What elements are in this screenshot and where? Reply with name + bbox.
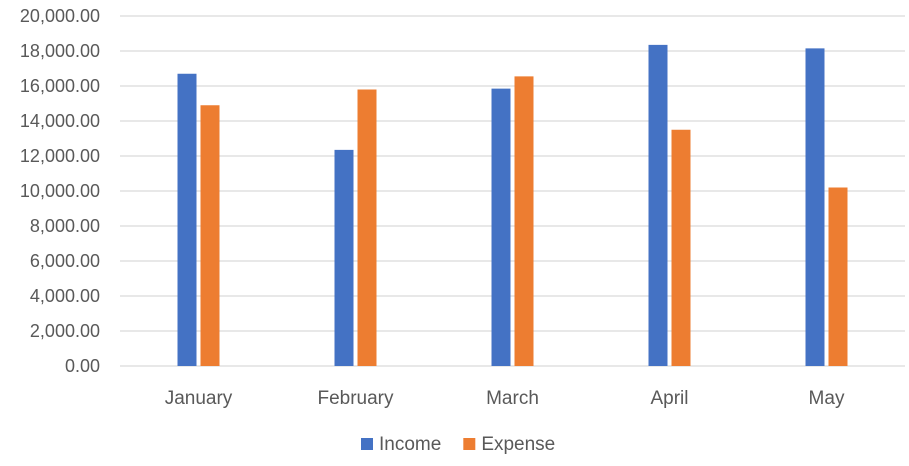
legend-swatch-expense xyxy=(463,438,476,450)
bars xyxy=(177,44,848,366)
y-tick-label: 2,000.00 xyxy=(30,321,100,341)
legend-label-income: Income xyxy=(379,434,441,455)
y-tick-label: 10,000.00 xyxy=(20,181,100,201)
bar-expense-may xyxy=(828,187,848,366)
bar-expense-january xyxy=(200,105,220,366)
y-tick-label: 8,000.00 xyxy=(30,216,100,236)
y-tick-label: 20,000.00 xyxy=(20,6,100,26)
y-tick-label: 6,000.00 xyxy=(30,251,100,271)
bar-expense-april xyxy=(671,129,691,366)
bar-income-april xyxy=(648,44,668,366)
y-tick-label: 18,000.00 xyxy=(20,41,100,61)
x-category-label: February xyxy=(317,388,394,409)
x-category-label: January xyxy=(165,388,233,409)
y-tick-label: 14,000.00 xyxy=(20,111,100,131)
legend-swatch-income xyxy=(361,438,373,450)
y-tick-label: 16,000.00 xyxy=(20,76,100,96)
y-tick-label: 4,000.00 xyxy=(30,286,100,306)
bar-expense-february xyxy=(357,89,377,366)
bar-income-march xyxy=(491,88,511,366)
legend: Income Expense xyxy=(361,434,555,455)
bar-expense-march xyxy=(514,76,534,366)
y-axis-tick-labels: 0.00 2,000.00 4,000.00 6,000.00 8,000.00 10,0… xyxy=(20,6,100,376)
y-tick-label: 12,000.00 xyxy=(20,146,100,166)
bar-income-february xyxy=(334,149,354,366)
legend-label-expense: Expense xyxy=(481,434,555,455)
bar-income-may xyxy=(805,48,825,366)
gridlines xyxy=(120,15,905,367)
bar-income-january xyxy=(177,73,197,366)
x-category-label: May xyxy=(809,388,845,409)
x-category-label: April xyxy=(650,388,688,409)
x-category-label: March xyxy=(486,388,539,409)
x-axis-category-labels: January February March April May xyxy=(165,388,845,409)
y-tick-label: 0.00 xyxy=(65,356,100,376)
